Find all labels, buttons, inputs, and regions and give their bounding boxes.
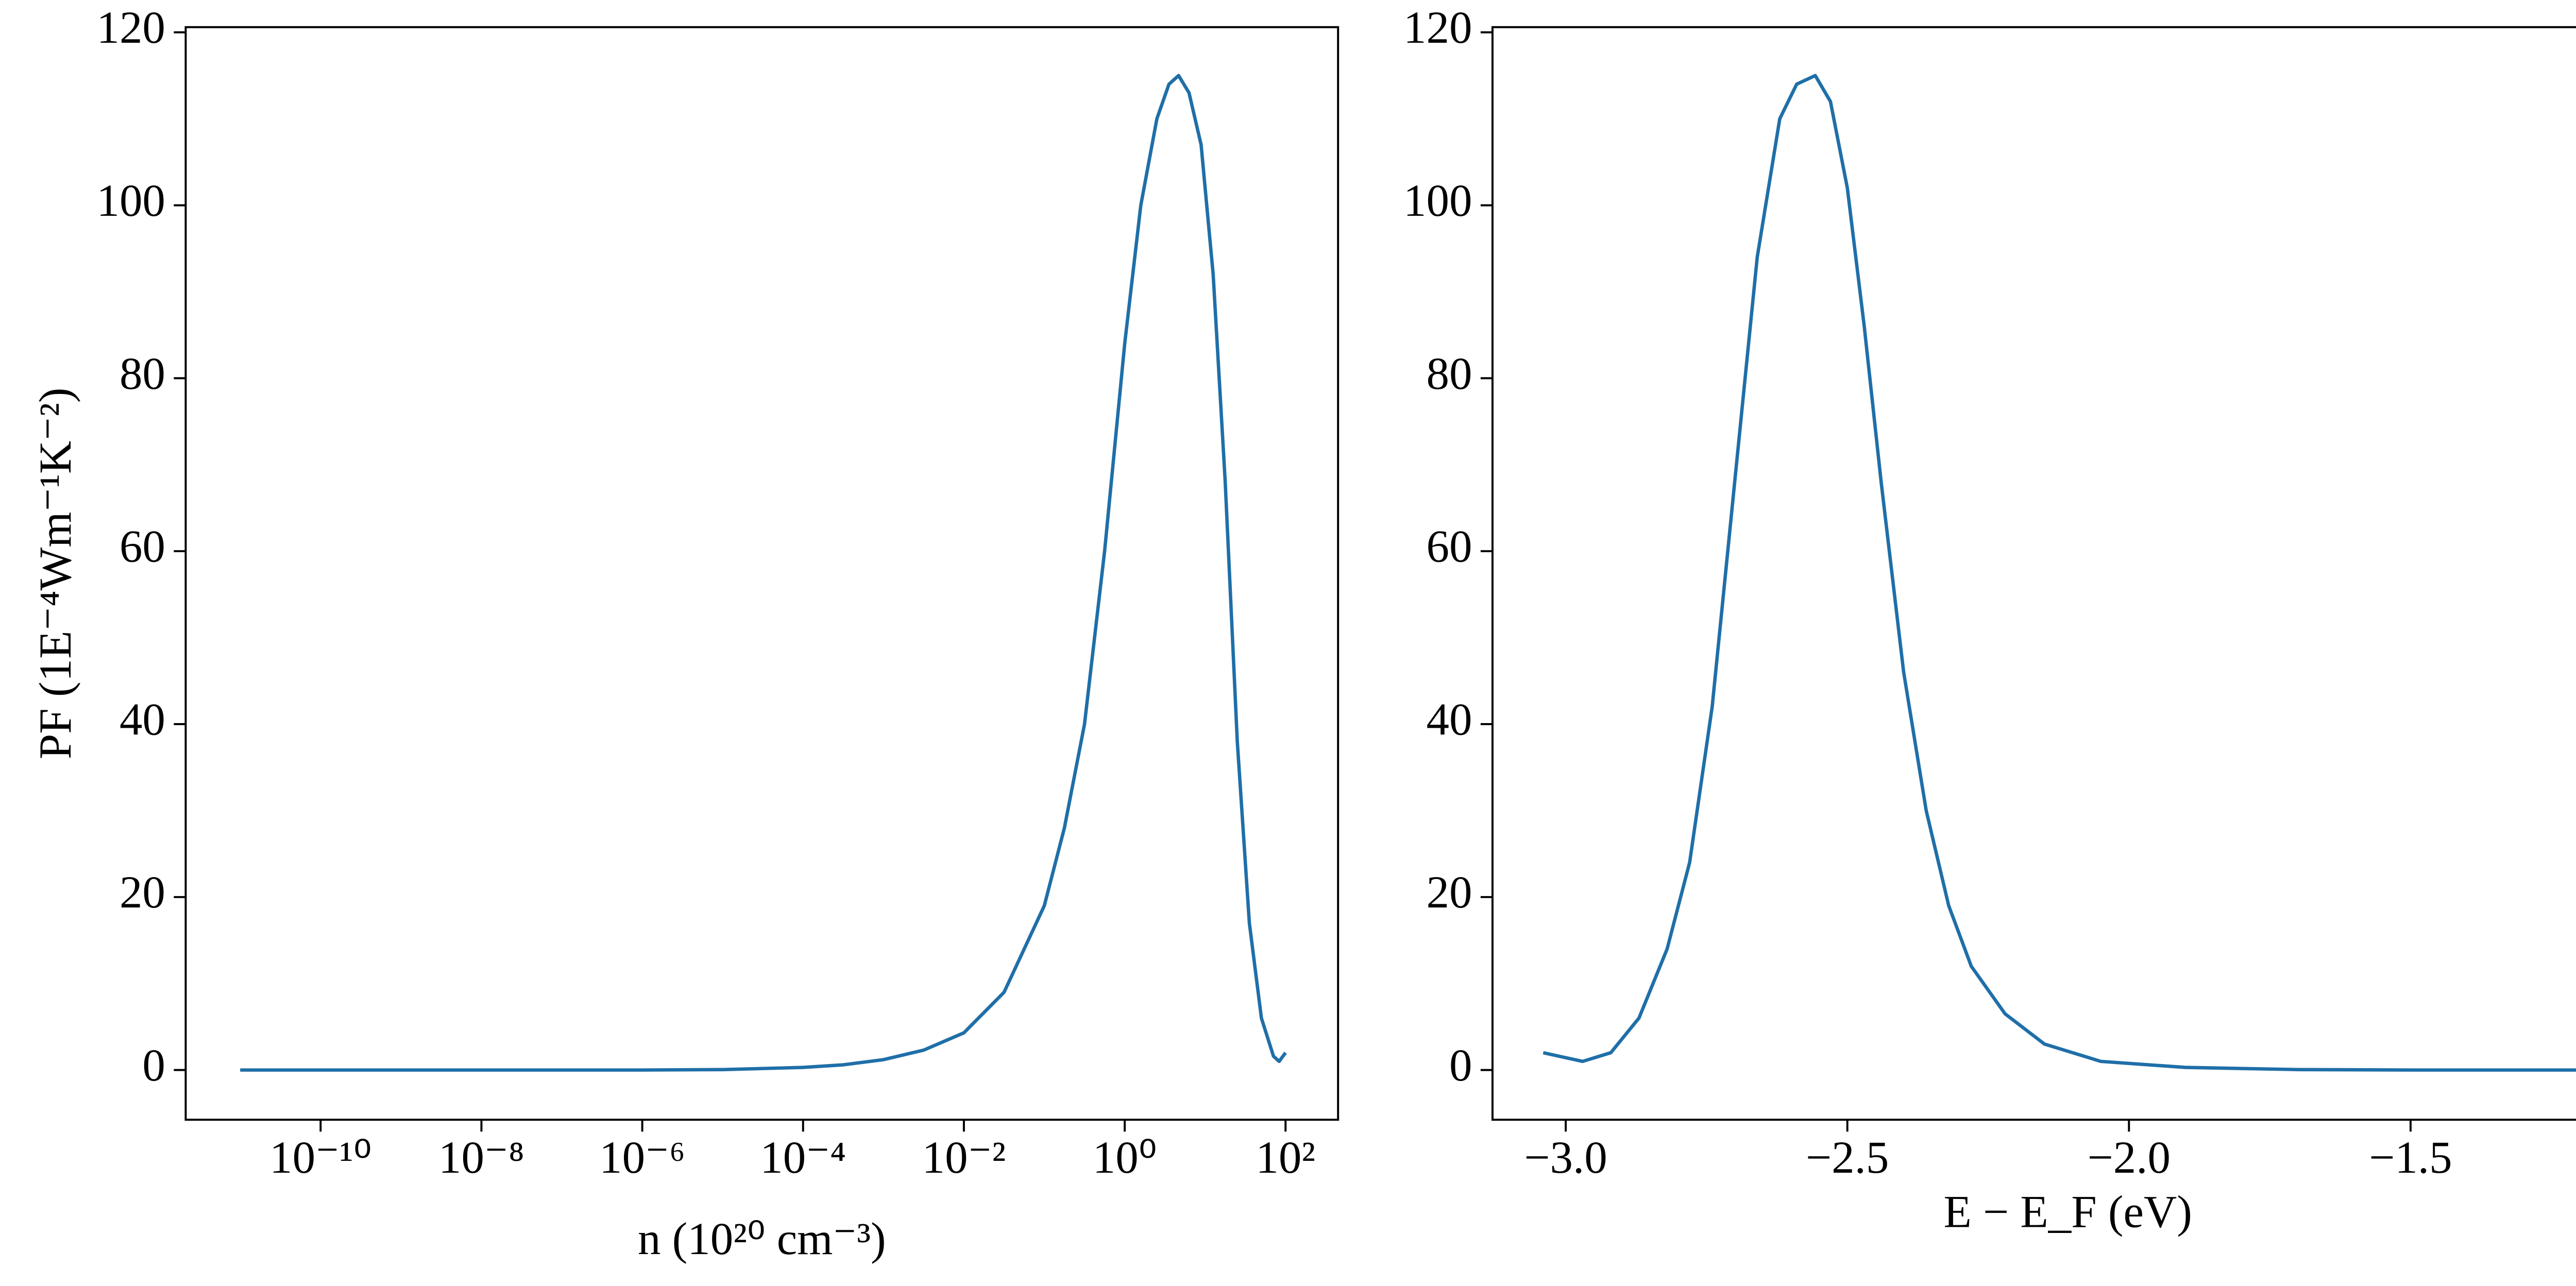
y-tick-label: 0 xyxy=(1449,1040,1472,1091)
x-tick-label: 10⁰ xyxy=(1093,1133,1157,1183)
x-tick-label: −3.0 xyxy=(1524,1133,1607,1183)
x-axis-label: n (10²⁰ cm⁻³) xyxy=(638,1214,886,1264)
x-tick-label: −2.0 xyxy=(2088,1133,2171,1183)
y-tick-label: 120 xyxy=(96,3,165,53)
y-axis-label: PF (1E⁻⁴Wm⁻¹K⁻²) xyxy=(30,388,81,760)
y-tick-label: 80 xyxy=(1426,349,1472,399)
y-tick-label: 40 xyxy=(120,694,165,745)
x-tick-label: 10² xyxy=(1256,1133,1315,1183)
x-tick-label: −1.5 xyxy=(2369,1133,2452,1183)
y-tick-label: 20 xyxy=(120,867,165,918)
y-tick-label: 120 xyxy=(1403,3,1472,53)
x-axis-label: E − E_F (eV) xyxy=(1943,1187,2192,1237)
x-tick-label: 10⁻² xyxy=(922,1133,1006,1183)
x-tick-label: 10⁻¹⁰ xyxy=(269,1133,371,1183)
y-tick-label: 60 xyxy=(120,522,165,572)
x-tick-label: 10⁻⁸ xyxy=(438,1133,524,1183)
plot-frame xyxy=(184,26,1340,1121)
plot-frame xyxy=(1491,26,2576,1121)
x-tick-label: −2.5 xyxy=(1806,1133,1889,1183)
y-tick-label: 20 xyxy=(1426,867,1472,918)
y-tick-label: 80 xyxy=(120,349,165,399)
y-tick-label: 0 xyxy=(142,1040,165,1091)
x-tick-label: 10⁻⁶ xyxy=(599,1133,685,1183)
data-line xyxy=(1543,74,2576,1072)
y-tick-label: 60 xyxy=(1426,522,1472,572)
y-tick-label: 100 xyxy=(96,176,165,226)
x-tick-label: 10⁻⁴ xyxy=(760,1133,846,1183)
y-tick-label: 100 xyxy=(1403,176,1472,226)
y-tick-label: 40 xyxy=(1426,694,1472,745)
data-line xyxy=(240,74,1287,1072)
